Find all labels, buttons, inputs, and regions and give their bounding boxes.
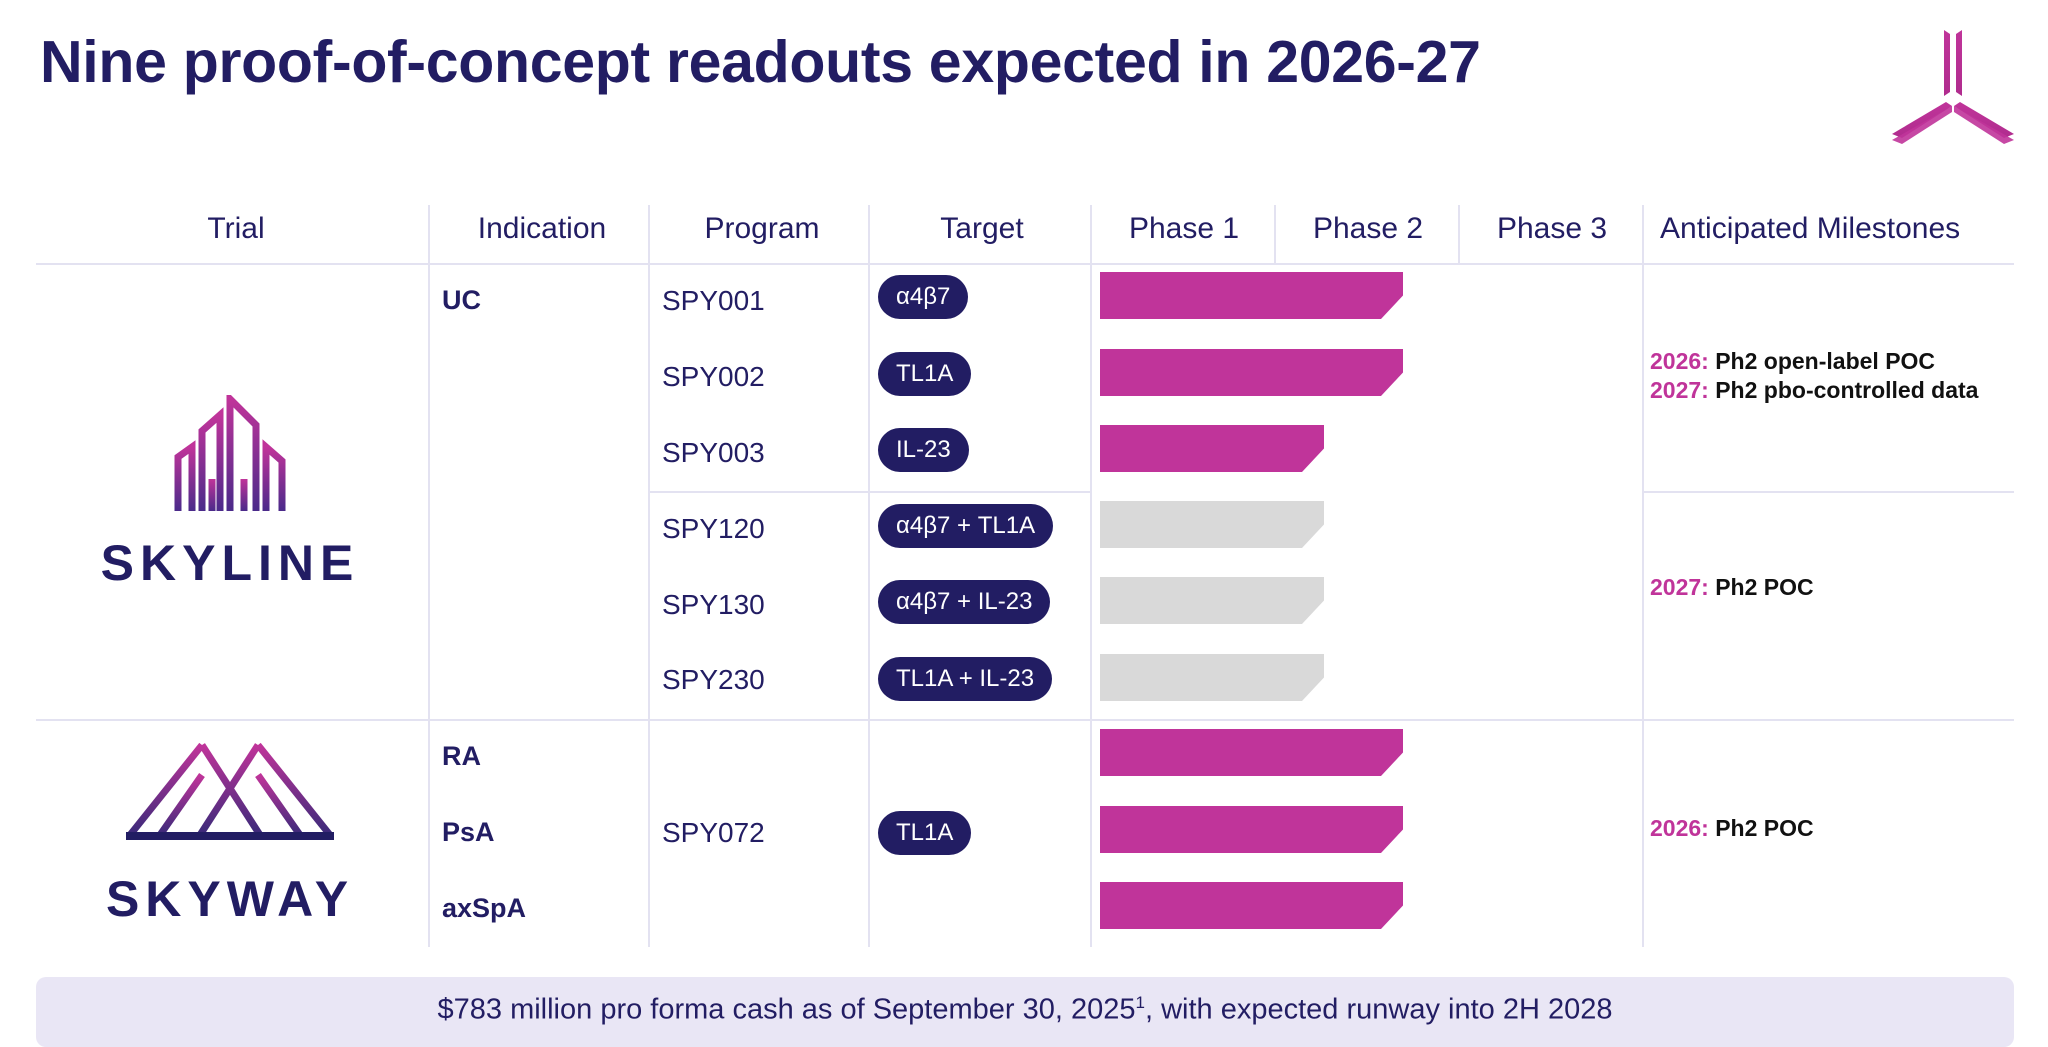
milestone-group: 2026: Ph2 open-label POC 2027: Ph2 pbo-c… — [1650, 348, 1978, 404]
footer-text: $783 million pro forma cash as of Septem… — [437, 993, 1613, 1026]
target-pill: TL1A + IL-23 — [878, 657, 1053, 701]
column-divider — [868, 205, 870, 947]
skyway-bridge-icon — [126, 737, 334, 863]
indication-label: PsA — [442, 817, 495, 847]
phase-divider — [1274, 205, 1276, 263]
header-trial: Trial — [207, 212, 265, 245]
company-logo-icon — [1892, 30, 2014, 144]
program-label: SPY003 — [662, 437, 765, 468]
target-pill: α4β7 + TL1A — [878, 504, 1054, 548]
header-program: Program — [704, 212, 820, 245]
phase-bar — [1100, 272, 1403, 319]
page-title: Nine proof-of-concept readouts expected … — [40, 29, 1481, 95]
program-label: SPY230 — [662, 664, 765, 695]
milestone-group: 2027: Ph2 POC — [1650, 574, 1814, 601]
header-indication: Indication — [477, 212, 607, 245]
header-milestones: Anticipated Milestones — [1660, 212, 1961, 245]
phase-bar — [1100, 882, 1403, 929]
column-divider — [648, 205, 650, 947]
column-divider — [1090, 205, 1092, 947]
header-target: Target — [940, 212, 1024, 245]
phase-bar — [1100, 654, 1324, 701]
column-divider — [428, 205, 430, 947]
footer-banner — [36, 977, 2014, 1047]
phase-divider — [1458, 205, 1460, 263]
group-rule — [1642, 491, 2014, 493]
phase-bar — [1100, 501, 1324, 548]
target-pill: TL1A — [878, 352, 972, 396]
milestone-group: 2026: Ph2 POC — [1650, 815, 1814, 842]
header-phase-1: Phase 1 — [1128, 212, 1240, 245]
milestone-line: 2026: Ph2 open-label POC — [1650, 348, 1936, 374]
target-pill: α4β7 + IL-23 — [878, 580, 1051, 624]
header-rule — [36, 263, 2014, 265]
indication-label: axSpA — [442, 893, 527, 923]
phase-bar — [1100, 729, 1403, 776]
group-rule — [648, 491, 1090, 493]
program-label: SPY002 — [662, 361, 765, 392]
phase-bar — [1100, 577, 1324, 624]
milestone-line: 2026: Ph2 POC — [1650, 815, 1814, 841]
program-label: SPY120 — [662, 513, 765, 544]
program-label: SPY130 — [662, 589, 765, 620]
milestone-line: 2027: Ph2 pbo-controlled data — [1650, 377, 1979, 403]
target-pill: TL1A — [878, 811, 972, 855]
column-divider — [1642, 205, 1644, 947]
skyway-wordmark: SKYWAY — [105, 871, 355, 927]
program-label: SPY072 — [662, 817, 765, 848]
milestone-line: 2027: Ph2 POC — [1650, 574, 1814, 600]
skyline-wordmark: SKYLINE — [100, 535, 360, 591]
skyline-logo: SKYLINE — [60, 390, 400, 595]
skyline-building-icon — [174, 390, 286, 511]
header-phase-3: Phase 3 — [1496, 212, 1608, 245]
header-phase-2: Phase 2 — [1312, 212, 1424, 245]
phase-bar — [1100, 349, 1403, 396]
indication-label: UC — [442, 285, 481, 315]
skyway-logo: SKYWAY — [60, 735, 400, 935]
target-pill: IL-23 — [878, 428, 969, 472]
phase-bar — [1100, 425, 1324, 472]
trial-rule — [36, 719, 2014, 721]
program-label: SPY001 — [662, 285, 765, 316]
target-pill: α4β7 — [878, 275, 969, 319]
indication-label: RA — [442, 741, 481, 771]
phase-bar — [1100, 806, 1403, 853]
